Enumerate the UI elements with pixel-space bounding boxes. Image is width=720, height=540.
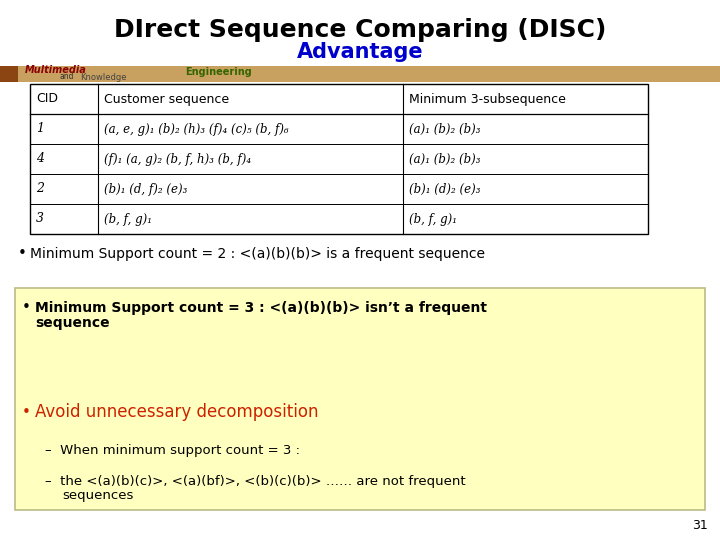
Text: Minimum 3-subsequence: Minimum 3-subsequence bbox=[409, 92, 566, 105]
Text: 1: 1 bbox=[36, 123, 44, 136]
Text: (f)₁ (a, g)₂ (b, f, h)₃ (b, f)₄: (f)₁ (a, g)₂ (b, f, h)₃ (b, f)₄ bbox=[104, 152, 251, 165]
Text: Multimedia: Multimedia bbox=[25, 65, 87, 76]
Text: sequences: sequences bbox=[62, 489, 133, 502]
Text: (b, f, g)₁: (b, f, g)₁ bbox=[409, 213, 457, 226]
Text: and: and bbox=[60, 72, 74, 81]
Text: Avoid unnecessary decomposition: Avoid unnecessary decomposition bbox=[35, 403, 318, 421]
Text: Minimum Support count = 2 : <(a)(b)(b)> is a frequent sequence: Minimum Support count = 2 : <(a)(b)(b)> … bbox=[30, 247, 485, 261]
Bar bbox=[15, 288, 705, 510]
Text: (a)₁ (b)₂ (b)₃: (a)₁ (b)₂ (b)₃ bbox=[409, 152, 480, 165]
Text: Knowledge: Knowledge bbox=[80, 73, 127, 82]
Text: Engineering: Engineering bbox=[185, 66, 252, 77]
Text: CID: CID bbox=[36, 92, 58, 105]
Text: 31: 31 bbox=[692, 519, 708, 532]
Text: DIrect Sequence Comparing (DISC): DIrect Sequence Comparing (DISC) bbox=[114, 18, 606, 42]
Text: Advantage: Advantage bbox=[297, 42, 423, 62]
Text: 3: 3 bbox=[36, 213, 44, 226]
Text: 4: 4 bbox=[36, 152, 44, 165]
Text: 2: 2 bbox=[36, 183, 44, 195]
Text: (a)₁ (b)₂ (b)₃: (a)₁ (b)₂ (b)₃ bbox=[409, 123, 480, 136]
Text: –  When minimum support count = 3 :: – When minimum support count = 3 : bbox=[45, 443, 300, 456]
Text: •: • bbox=[22, 405, 31, 420]
Text: (a, e, g)₁ (b)₂ (h)₃ (f)₄ (c)₅ (b, f)₆: (a, e, g)₁ (b)₂ (h)₃ (f)₄ (c)₅ (b, f)₆ bbox=[104, 123, 289, 136]
Bar bbox=[0, 66, 720, 82]
Text: •: • bbox=[18, 246, 27, 261]
Text: –  the <(a)(b)(c)>, <(a)(bf)>, <(b)(c)(b)> …… are not frequent: – the <(a)(b)(c)>, <(a)(bf)>, <(b)(c)(b)… bbox=[45, 475, 466, 488]
Text: Customer sequence: Customer sequence bbox=[104, 92, 229, 105]
Text: (b)₁ (d, f)₂ (e)₃: (b)₁ (d, f)₂ (e)₃ bbox=[104, 183, 187, 195]
Text: sequence: sequence bbox=[35, 316, 109, 330]
Bar bbox=[0, 66, 18, 82]
Text: •: • bbox=[22, 300, 31, 315]
Text: (b)₁ (d)₂ (e)₃: (b)₁ (d)₂ (e)₃ bbox=[409, 183, 480, 195]
Text: (b, f, g)₁: (b, f, g)₁ bbox=[104, 213, 152, 226]
Text: Minimum Support count = 3 : <(a)(b)(b)> isn’t a frequent: Minimum Support count = 3 : <(a)(b)(b)> … bbox=[35, 301, 487, 315]
Bar bbox=[30, 84, 648, 234]
